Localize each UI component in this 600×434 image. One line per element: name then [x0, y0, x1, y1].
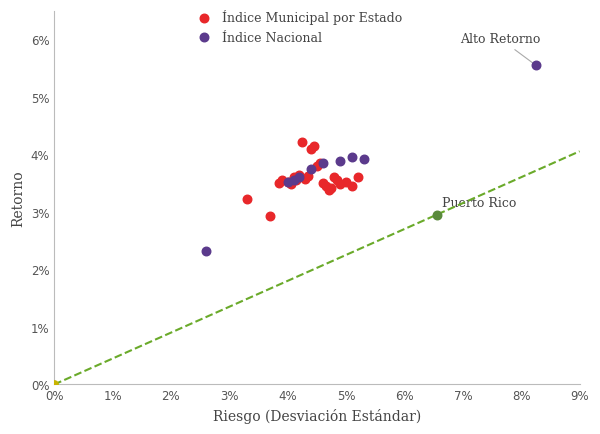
Índice Municipal por Estado	[324, 187, 334, 194]
Índice Nacional	[201, 248, 211, 255]
Índice Nacional	[347, 155, 356, 161]
Point	[49, 381, 59, 388]
Índice Nacional	[335, 158, 345, 165]
Índice Municipal por Estado	[353, 174, 362, 181]
Text: Alto Retorno: Alto Retorno	[460, 33, 540, 64]
Índice Municipal por Estado	[309, 143, 319, 150]
Text: Puerto Rico: Puerto Rico	[442, 197, 517, 210]
Índice Municipal por Estado	[312, 163, 322, 170]
Índice Municipal por Estado	[306, 146, 316, 153]
Índice Nacional	[359, 156, 368, 163]
Índice Municipal por Estado	[318, 180, 328, 187]
Índice Municipal por Estado	[274, 180, 284, 187]
Índice Municipal por Estado	[242, 196, 251, 203]
Índice Nacional	[283, 179, 292, 186]
Índice Municipal por Estado	[292, 178, 301, 184]
Índice Municipal por Estado	[301, 176, 310, 183]
Índice Municipal por Estado	[332, 178, 342, 184]
Índice Municipal por Estado	[298, 139, 307, 146]
Índice Nacional	[306, 166, 316, 173]
Índice Municipal por Estado	[335, 181, 345, 188]
Índice Municipal por Estado	[277, 178, 287, 184]
Y-axis label: Retorno: Retorno	[11, 170, 25, 226]
Índice Municipal por Estado	[329, 174, 339, 181]
Índice Municipal por Estado	[326, 185, 336, 192]
Índice Nacional	[289, 178, 298, 184]
X-axis label: Riesgo (Desviación Estándar): Riesgo (Desviación Estándar)	[213, 408, 421, 423]
Índice Municipal por Estado	[315, 160, 325, 167]
Point	[432, 212, 442, 219]
Índice Municipal por Estado	[295, 171, 304, 178]
Índice Municipal por Estado	[265, 213, 275, 220]
Índice Municipal por Estado	[304, 173, 313, 180]
Índice Municipal por Estado	[283, 179, 292, 186]
Legend: Índice Municipal por Estado, Índice Nacional: Índice Municipal por Estado, Índice Naci…	[192, 10, 402, 44]
Índice Municipal por Estado	[289, 174, 298, 181]
Índice Municipal por Estado	[286, 181, 295, 188]
Índice Nacional	[318, 160, 328, 167]
Índice Nacional	[295, 174, 304, 181]
Índice Municipal por Estado	[347, 183, 356, 190]
Índice Nacional	[531, 62, 541, 69]
Índice Municipal por Estado	[341, 179, 351, 186]
Índice Municipal por Estado	[321, 183, 331, 190]
